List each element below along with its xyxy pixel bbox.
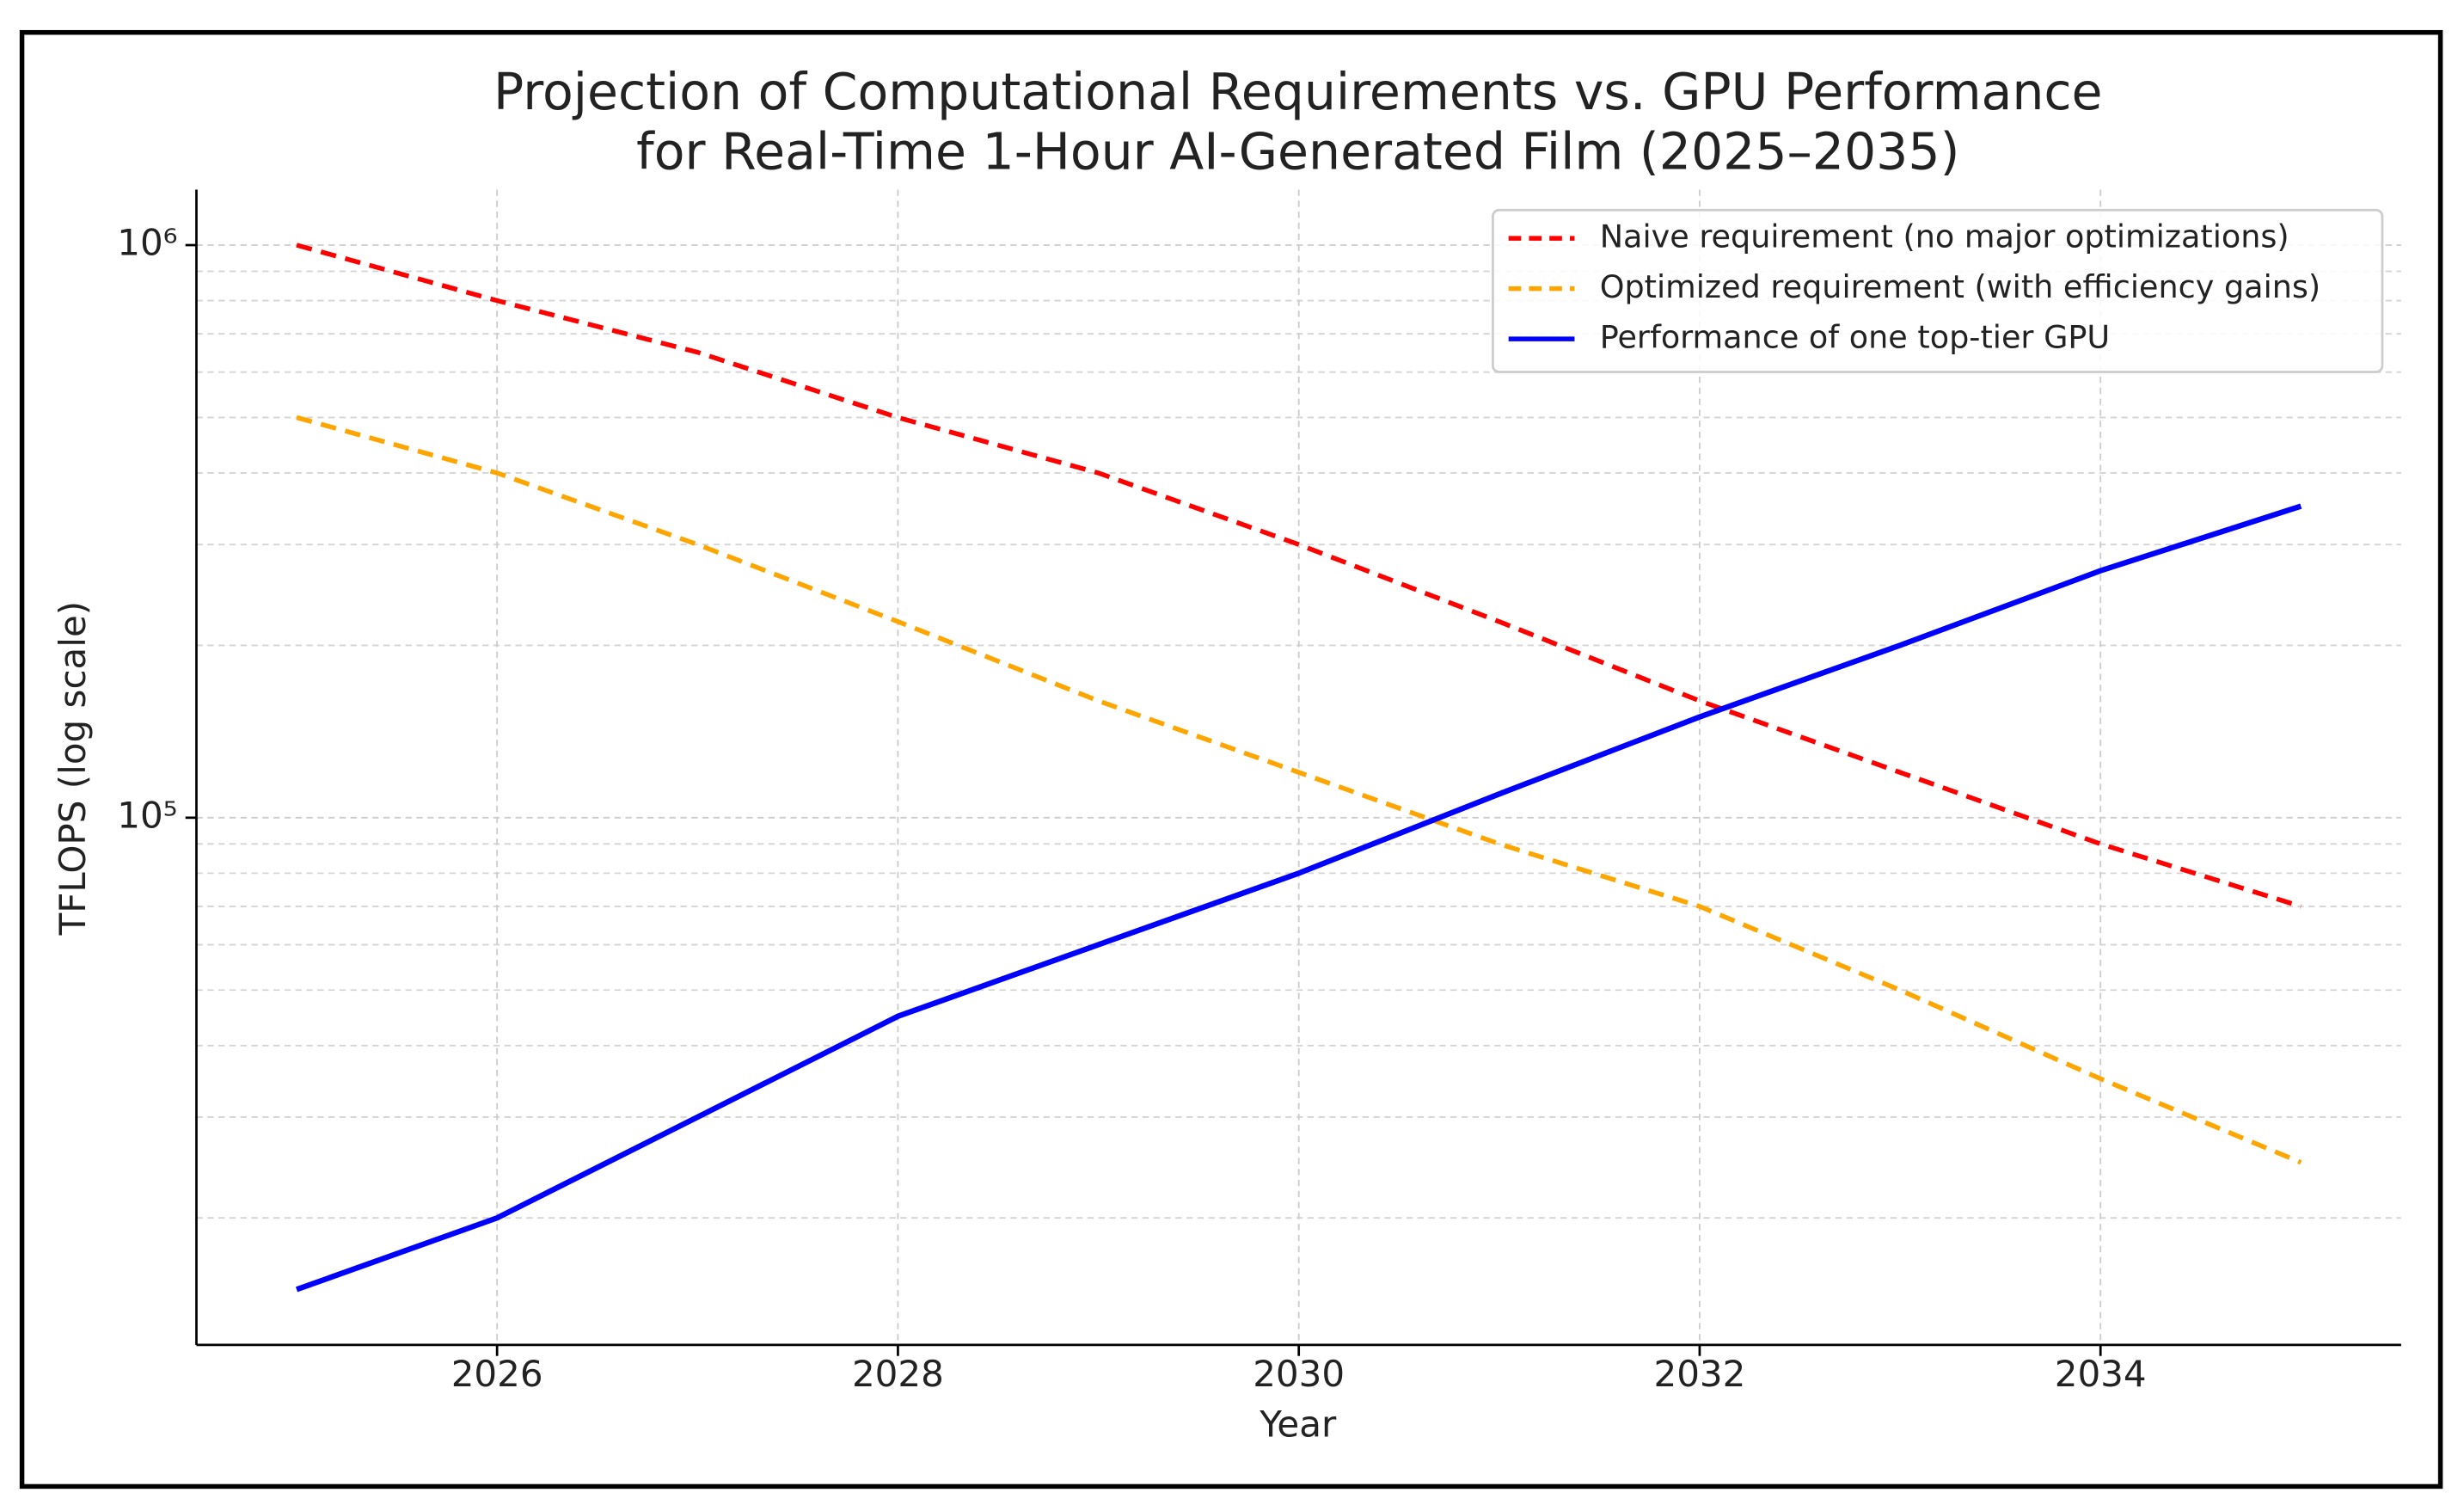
series-line [295, 503, 2302, 1293]
x-tick-label: 2026 [451, 1353, 543, 1395]
y-axis-label: TFLOPS (log scale) [52, 601, 94, 937]
y-tick-label: 10⁵ [117, 794, 177, 836]
x-tick-label: 2032 [1653, 1353, 1745, 1395]
frame [19, 29, 2443, 1490]
series-line [296, 415, 2302, 1165]
x-axis-label: Year [1259, 1403, 1337, 1445]
x-tick-label: 2028 [852, 1353, 944, 1395]
series-line [296, 243, 2302, 909]
legend-label: Naive requirement (no major optimization… [1600, 218, 2289, 255]
x-tick-label: 2030 [1253, 1353, 1345, 1395]
legend-label: Optimized requirement (with efficiency g… [1600, 268, 2321, 305]
y-tick-label: 10⁶ [117, 222, 177, 264]
legend-label: Performance of one top-tier GPU [1600, 319, 2110, 356]
chart-title: for Real-Time 1-Hour AI-Generated Film (… [636, 122, 1959, 181]
x-tick-label: 2034 [2055, 1353, 2147, 1395]
chart-title: Projection of Computational Requirements… [493, 63, 2103, 121]
legend-box [1492, 208, 2384, 373]
